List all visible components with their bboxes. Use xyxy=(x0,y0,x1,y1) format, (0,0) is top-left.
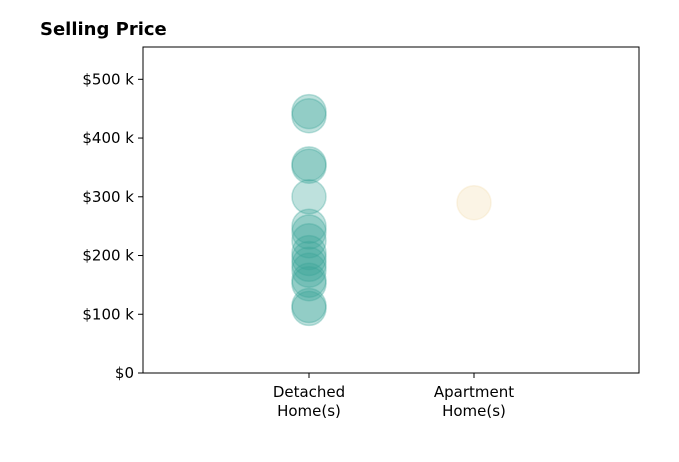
y-tick-label-3: $300 k xyxy=(82,188,134,206)
data-point-0-13 xyxy=(291,265,327,302)
data-point-0-6 xyxy=(291,214,327,250)
data-point-0-15 xyxy=(291,290,327,327)
data-point-0-11 xyxy=(291,252,327,288)
data-point-0-14 xyxy=(291,287,327,324)
x-axis: Detached Home(s) Apartment Home(s) xyxy=(273,373,514,420)
x-tick-label-1: Apartment Home(s) xyxy=(434,383,514,420)
chart-title: Selling Price xyxy=(40,19,167,40)
y-tick-label-1: $100 k xyxy=(82,305,134,323)
data-point-0-7 xyxy=(291,223,327,259)
data-point-0-1 xyxy=(291,97,327,134)
y-tick-label-2: $200 k xyxy=(82,247,134,265)
scatter-points xyxy=(291,93,492,327)
y-tick-label-0: $0 xyxy=(115,364,134,382)
data-point-0-8 xyxy=(291,234,327,271)
data-point-0-0 xyxy=(291,93,327,130)
data-point-0-2 xyxy=(291,146,327,182)
data-point-0-12 xyxy=(291,262,327,298)
y-tick-label-5: $500 k xyxy=(82,70,134,88)
y-axis: $0 $100 k $200 k $300 k $400 k $500 k xyxy=(82,70,143,382)
plot-frame xyxy=(142,46,640,374)
data-point-0-5 xyxy=(291,208,327,244)
data-point-0-4 xyxy=(291,179,327,215)
data-point-1-0 xyxy=(456,184,492,221)
data-point-0-10 xyxy=(291,246,327,283)
y-tick-label-4: $400 k xyxy=(82,129,134,147)
data-point-0-3 xyxy=(291,148,327,184)
x-tick-label-0: Detached Home(s) xyxy=(273,383,345,420)
data-point-0-9 xyxy=(291,240,327,277)
